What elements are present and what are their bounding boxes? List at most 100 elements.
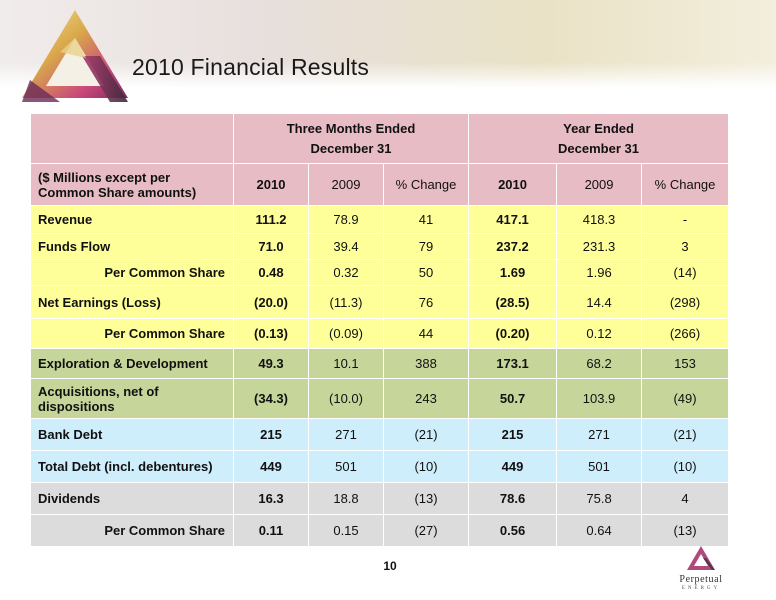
- table-cell: (13): [641, 514, 730, 547]
- table-row-acquisitions: Acquisitions, net of dispositions (34.3)…: [30, 378, 730, 419]
- row-label: Acquisitions, net of dispositions: [30, 378, 234, 419]
- table-cell: (10.0): [308, 378, 384, 419]
- table-cell: 271: [308, 418, 384, 451]
- table-cell: 71.0: [233, 233, 309, 260]
- table-cell: 449: [233, 450, 309, 483]
- table-cell: 4: [641, 482, 730, 515]
- table-cell: 39.4: [308, 233, 384, 260]
- table-cell: (34.3): [233, 378, 309, 419]
- period-header-row: Three Months Ended December 31 Year Ende…: [30, 113, 730, 164]
- table-cell: 237.2: [468, 233, 558, 260]
- table-cell: 0.12: [556, 318, 643, 349]
- table-row-exploration: Exploration & Development 49.3 10.1 388 …: [30, 348, 730, 379]
- logo-wordmark: Perpetual: [679, 574, 723, 585]
- table-cell: 0.11: [233, 514, 309, 547]
- table-cell: 49.3: [233, 348, 309, 379]
- perpetual-triangle-logo-icon: [22, 10, 128, 102]
- table-cell: (0.09): [308, 318, 384, 349]
- table-cell: (266): [641, 318, 730, 349]
- table-cell: (11.3): [308, 285, 384, 319]
- table-cell: (20.0): [233, 285, 309, 319]
- table-cell: 418.3: [556, 205, 643, 234]
- table-cell: (49): [641, 378, 730, 419]
- table-cell: (10): [382, 450, 470, 483]
- table-row-funds-flow-per-share: Per Common Share 0.48 0.32 50 1.69 1.96 …: [30, 259, 730, 286]
- table-cell: 79: [382, 233, 470, 260]
- header-band: [0, 0, 776, 88]
- table-row-funds-flow: Funds Flow 71.0 39.4 79 237.2 231.3 3: [30, 233, 730, 260]
- table-cell: 75.8: [556, 482, 643, 515]
- table-cell: 10.1: [308, 348, 384, 379]
- table-cell: 449: [468, 450, 558, 483]
- table-row-revenue: Revenue 111.2 78.9 41 417.1 418.3 -: [30, 205, 730, 234]
- table-cell: 231.3: [556, 233, 643, 260]
- column-header: 2010: [233, 163, 309, 206]
- table-row-bank-debt: Bank Debt 215 271 (21) 215 271 (21): [30, 418, 730, 451]
- table-row-net-earnings: Net Earnings (Loss) (20.0) (11.3) 76 (28…: [30, 285, 730, 319]
- column-header: 2009: [556, 163, 643, 206]
- table-cell: (13): [382, 482, 470, 515]
- table-cell: (0.20): [468, 318, 558, 349]
- page-title: 2010 Financial Results: [132, 54, 370, 80]
- table-cell: 78.6: [468, 482, 558, 515]
- table-cell: 153: [641, 348, 730, 379]
- table-cell: 50.7: [468, 378, 558, 419]
- table-cell: 1.96: [556, 259, 643, 286]
- table-cell: 18.8: [308, 482, 384, 515]
- table-cell: (28.5): [468, 285, 558, 319]
- table-cell: 0.48: [233, 259, 309, 286]
- table-cell: 16.3: [233, 482, 309, 515]
- column-header-row: ($ Millions except per Common Share amou…: [30, 163, 730, 206]
- table-cell: 501: [308, 450, 384, 483]
- table-cell: 243: [382, 378, 470, 419]
- row-label: Revenue: [30, 205, 234, 234]
- table-cell: 0.56: [468, 514, 558, 547]
- table-cell: 68.2: [556, 348, 643, 379]
- table-cell: 271: [556, 418, 643, 451]
- three-months-header: Three Months Ended December 31: [232, 113, 470, 164]
- table-cell: 76: [382, 285, 470, 319]
- financial-results-table: Three Months Ended December 31 Year Ende…: [30, 113, 730, 547]
- table-cell: 1.69: [468, 259, 558, 286]
- table-cell: 78.9: [308, 205, 384, 234]
- table-row-dividends-per-share: Per Common Share 0.11 0.15 (27) 0.56 0.6…: [30, 514, 730, 547]
- table-cell: (298): [641, 285, 730, 319]
- column-header: 2009: [308, 163, 384, 206]
- empty-header-cell: [30, 113, 234, 164]
- row-label: Per Common Share: [30, 259, 234, 286]
- row-label: Per Common Share: [30, 318, 234, 349]
- table-cell: 41: [382, 205, 470, 234]
- table-cell: 173.1: [468, 348, 558, 379]
- perpetual-small-triangle-icon: [687, 546, 715, 570]
- table-cell: (21): [382, 418, 470, 451]
- row-label: Dividends: [30, 482, 234, 515]
- column-header: % Change: [641, 163, 730, 206]
- table-row-total-debt: Total Debt (incl. debentures) 449 501 (1…: [30, 450, 730, 483]
- table-cell: 388: [382, 348, 470, 379]
- logo-tagline: ENERGY: [681, 586, 721, 591]
- table-cell: 215: [233, 418, 309, 451]
- table-cell: 111.2: [233, 205, 309, 234]
- table-cell: 215: [468, 418, 558, 451]
- table-cell: 14.4: [556, 285, 643, 319]
- table-cell: 103.9: [556, 378, 643, 419]
- table-cell: (0.13): [233, 318, 309, 349]
- table-row-net-earnings-per-share: Per Common Share (0.13) (0.09) 44 (0.20)…: [30, 318, 730, 349]
- row-label: Per Common Share: [30, 514, 234, 547]
- table-cell: (27): [382, 514, 470, 547]
- row-label: Total Debt (incl. debentures): [30, 450, 234, 483]
- units-label: ($ Millions except per Common Share amou…: [30, 163, 234, 206]
- table-row-dividends: Dividends 16.3 18.8 (13) 78.6 75.8 4: [30, 482, 730, 515]
- table-cell: (14): [641, 259, 730, 286]
- table-cell: 3: [641, 233, 730, 260]
- table-cell: 0.15: [308, 514, 384, 547]
- row-label: Bank Debt: [30, 418, 234, 451]
- row-label: Funds Flow: [30, 233, 234, 260]
- table-cell: 501: [556, 450, 643, 483]
- table-cell: 50: [382, 259, 470, 286]
- page-number: 10: [383, 559, 397, 573]
- row-label: Net Earnings (Loss): [30, 285, 234, 319]
- table-cell: (10): [641, 450, 730, 483]
- row-label: Exploration & Development: [30, 348, 234, 379]
- table-cell: 0.32: [308, 259, 384, 286]
